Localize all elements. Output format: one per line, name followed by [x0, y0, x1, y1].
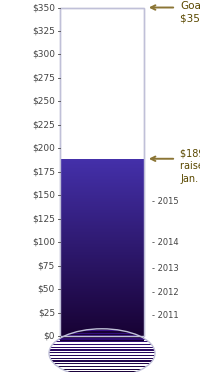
- Text: $250: $250: [32, 97, 55, 106]
- Text: $200: $200: [32, 144, 55, 153]
- FancyBboxPatch shape: [60, 7, 144, 336]
- Text: $325: $325: [32, 26, 55, 35]
- Text: $75: $75: [38, 262, 55, 270]
- Text: $350: $350: [32, 3, 55, 12]
- Text: $300: $300: [32, 50, 55, 59]
- Text: $100: $100: [32, 238, 55, 247]
- Text: - 2012: - 2012: [152, 288, 179, 296]
- Text: $50: $50: [38, 285, 55, 294]
- Text: $0: $0: [43, 332, 55, 341]
- Text: - 2013: - 2013: [152, 264, 179, 273]
- Text: - 2011: - 2011: [152, 311, 179, 320]
- Text: $275: $275: [32, 73, 55, 83]
- Text: $189 Million
raised as of
Jan. 12, 2016: $189 Million raised as of Jan. 12, 2016: [180, 148, 200, 185]
- Text: $25: $25: [38, 308, 55, 317]
- Text: $125: $125: [32, 214, 55, 223]
- Text: $175: $175: [32, 167, 55, 176]
- Text: $225: $225: [32, 121, 55, 129]
- Text: $150: $150: [32, 191, 55, 200]
- Text: - 2015: - 2015: [152, 198, 179, 206]
- Text: Goal:
$350 Million: Goal: $350 Million: [180, 1, 200, 24]
- Text: - 2014: - 2014: [152, 238, 179, 247]
